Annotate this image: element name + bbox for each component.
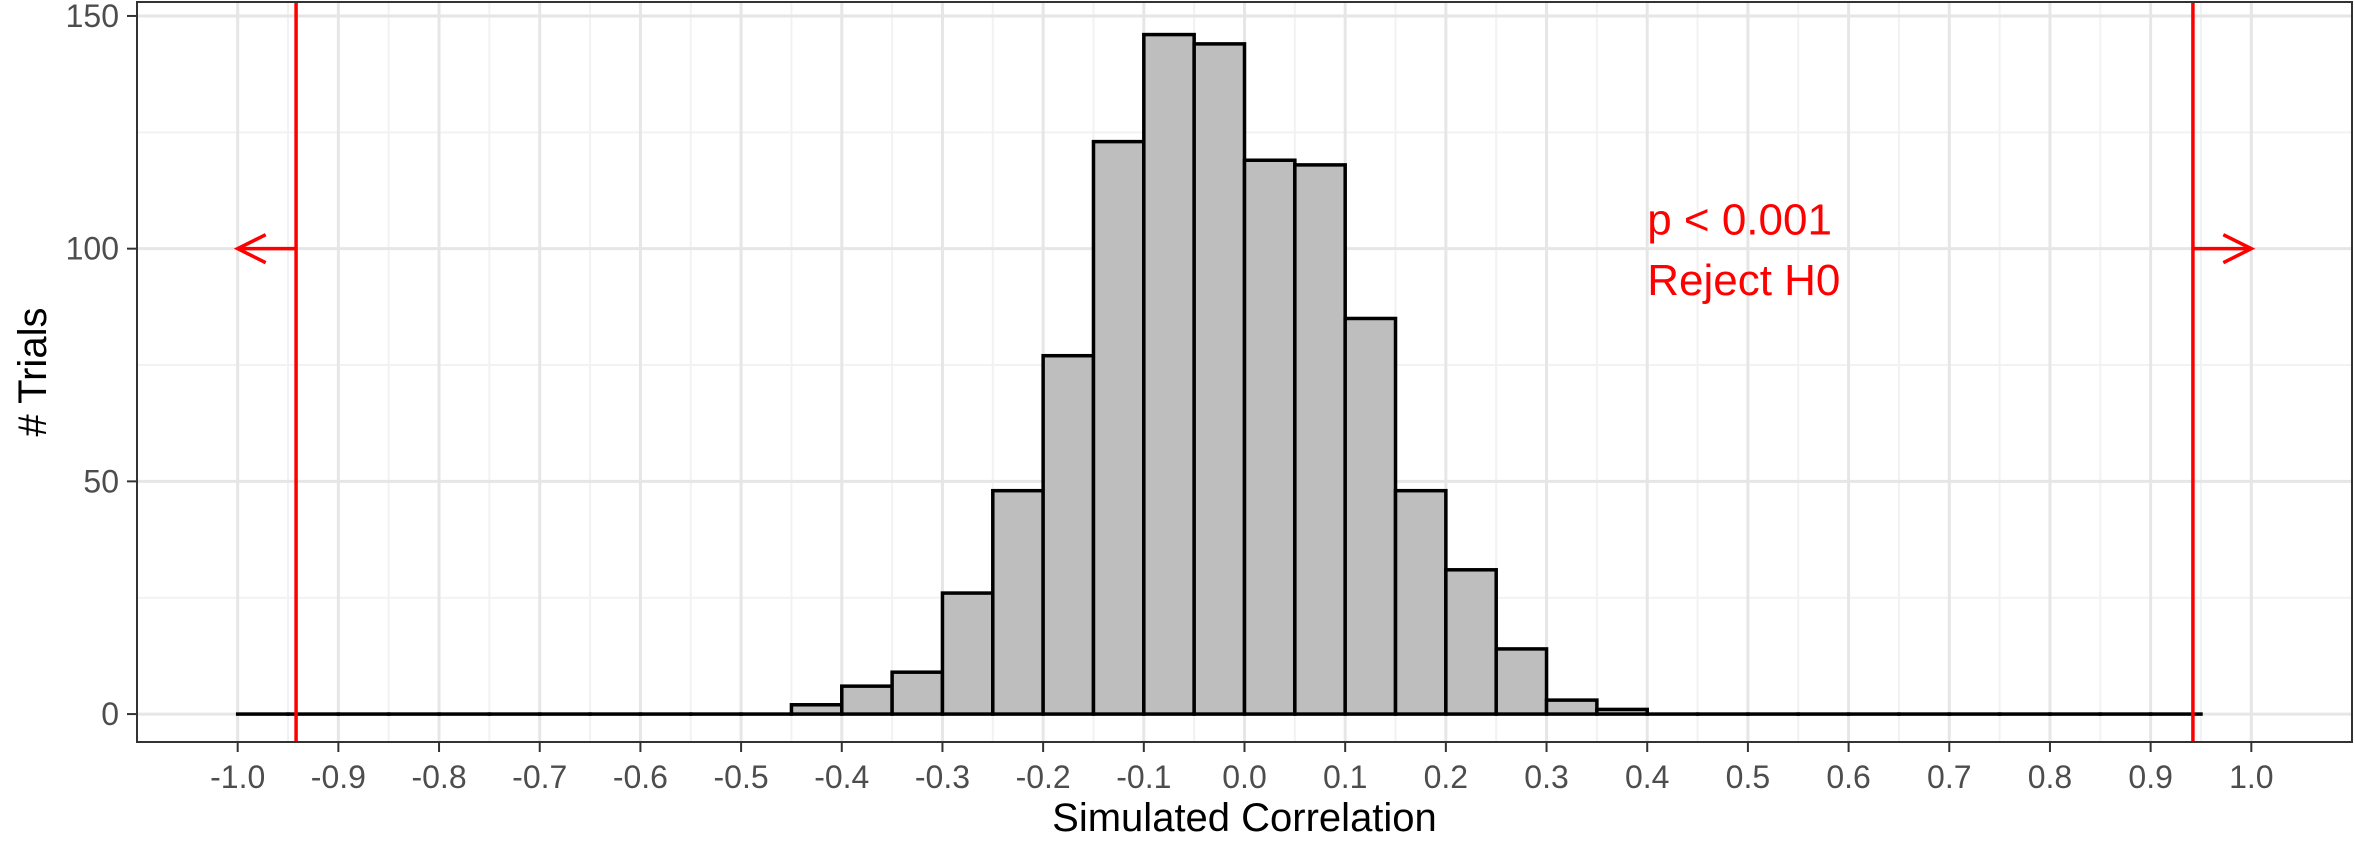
annotation-text: p < 0.001	[1647, 196, 1832, 245]
histogram-bar	[1245, 160, 1295, 714]
histogram-bar	[1597, 709, 1647, 714]
histogram-bar	[1496, 649, 1546, 714]
histogram-bar	[1144, 35, 1194, 714]
x-axis-label: Simulated Correlation	[1052, 796, 1437, 840]
annotation-text: Reject H0	[1647, 256, 1840, 305]
y-axis-tick-label: 100	[66, 231, 119, 267]
x-axis-tick-label: 0.2	[1424, 759, 1468, 795]
x-axis-tick-label: 1.0	[2229, 759, 2273, 795]
x-axis-tick-label: -0.5	[714, 759, 769, 795]
histogram-bar	[993, 491, 1043, 714]
histogram-bar	[1093, 142, 1143, 714]
x-axis-tick-label: 0.4	[1625, 759, 1669, 795]
x-axis-tick-label: -0.2	[1016, 759, 1071, 795]
x-axis-tick-label: 0.9	[2128, 759, 2172, 795]
y-axis-tick-label: 150	[66, 0, 119, 34]
x-axis-tick-label: 0.5	[1726, 759, 1770, 795]
histogram-bar	[1446, 570, 1496, 714]
x-axis-tick-label: 0.8	[2028, 759, 2072, 795]
x-axis-tick-label: -0.1	[1116, 759, 1171, 795]
histogram-bar	[1194, 44, 1244, 714]
x-axis-tick-label: -0.8	[411, 759, 466, 795]
y-axis-tick-label: 0	[101, 696, 119, 732]
x-axis-tick-label: 0.7	[1927, 759, 1971, 795]
histogram-bar	[1547, 700, 1597, 714]
x-axis-tick-label: -0.4	[814, 759, 869, 795]
x-axis-tick-label: -0.3	[915, 759, 970, 795]
histogram-bar	[1043, 356, 1093, 714]
x-axis-tick-label: -1.0	[210, 759, 265, 795]
x-axis-tick-label: -0.7	[512, 759, 567, 795]
y-axis-tick-label: 50	[83, 463, 119, 499]
histogram-bar	[791, 705, 841, 714]
histogram-bar	[1396, 491, 1446, 714]
histogram-bar	[1295, 165, 1345, 714]
histogram-bar	[892, 672, 942, 714]
y-axis-label: # Trials	[11, 308, 55, 437]
histogram-bar	[1345, 318, 1395, 714]
histogram-bar	[942, 593, 992, 714]
x-axis-tick-label: -0.6	[613, 759, 668, 795]
histogram-bar	[842, 686, 892, 714]
x-axis-tick-label: -0.9	[311, 759, 366, 795]
x-axis-tick-label: 0.1	[1323, 759, 1367, 795]
x-axis-tick-label: 0.0	[1222, 759, 1266, 795]
x-axis-tick-label: 0.6	[1826, 759, 1870, 795]
x-axis-tick-label: 0.3	[1524, 759, 1568, 795]
